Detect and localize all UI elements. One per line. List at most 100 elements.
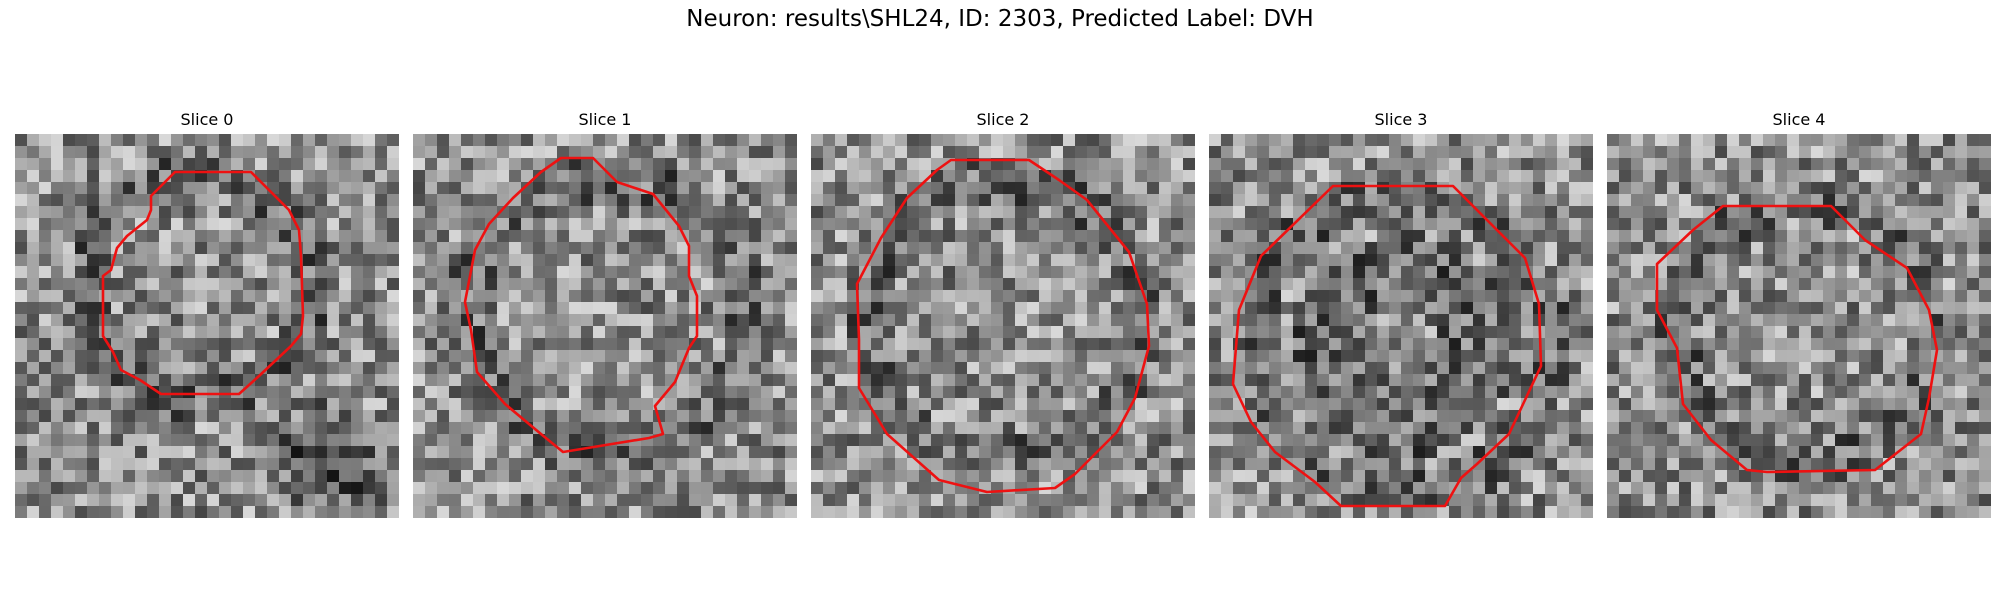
pixel [749,278,762,291]
pixel [1015,266,1028,279]
pixel [1943,362,1956,375]
pixel [243,422,256,435]
pixel [75,230,88,243]
pixel [315,278,328,291]
pixel [1075,158,1088,171]
pixel [653,134,666,147]
pixel [27,290,40,303]
pixel [413,302,426,315]
pixel [1509,302,1522,315]
pixel [1015,146,1028,159]
pixel [413,410,426,423]
pixel [1715,182,1728,195]
pixel [533,374,546,387]
pixel [291,170,304,183]
pixel [907,146,920,159]
pixel [497,146,510,159]
pixel [557,194,570,207]
pixel [521,338,534,351]
pixel [1643,410,1656,423]
pixel [1631,230,1644,243]
pixel [509,230,522,243]
pixel [1823,374,1836,387]
pixel [387,434,399,447]
pixel [327,158,340,171]
pixel [413,506,426,518]
pixel [1135,494,1148,507]
pixel [303,362,316,375]
pixel [1003,386,1016,399]
pixel [87,254,100,267]
pixel [749,314,762,327]
pixel [279,362,292,375]
pixel [1341,254,1354,267]
pixel [943,242,956,255]
pixel [1305,134,1318,147]
pixel [449,254,462,267]
pixel [1075,506,1088,518]
pixel [859,206,872,219]
pixel [207,242,220,255]
pixel [387,170,399,183]
pixel [1293,158,1306,171]
pixel [1763,350,1776,363]
pixel [1703,170,1716,183]
pixel [1835,146,1848,159]
pixel [701,134,714,147]
pixel [1135,458,1148,471]
pixel [1509,254,1522,267]
pixel [159,422,172,435]
pixel [1233,230,1246,243]
pixel [1257,374,1270,387]
pixel [1739,218,1752,231]
pixel [291,182,304,195]
pixel [533,182,546,195]
pixel [1245,182,1258,195]
pixel [51,170,64,183]
pixel [1305,266,1318,279]
pixel [1895,326,1908,339]
pixel [123,194,136,207]
pixel [811,242,824,255]
pixel [1667,410,1680,423]
pixel [991,170,1004,183]
pixel [1619,302,1632,315]
pixel [1159,170,1172,183]
pixel [243,494,256,507]
pixel [1051,158,1064,171]
pixel [1183,362,1195,375]
pixel [1775,302,1788,315]
pixel [1739,374,1752,387]
pixel [1703,410,1716,423]
pixel [749,326,762,339]
pixel [859,242,872,255]
grayscale-pixel-grid [15,134,399,518]
pixel [1775,278,1788,291]
pixel [1883,422,1896,435]
pixel [375,386,388,399]
pixel [1607,434,1620,447]
pixel [315,254,328,267]
pixel [859,278,872,291]
pixel [231,302,244,315]
pixel [255,146,268,159]
pixel [1799,134,1812,147]
pixel [123,266,136,279]
pixel [1667,446,1680,459]
pixel [15,374,28,387]
pixel [219,434,232,447]
pixel [1147,218,1160,231]
pixel [569,230,582,243]
pixel [1377,338,1390,351]
pixel [327,374,340,387]
pixel [1051,134,1064,147]
pixel [1607,218,1620,231]
pixel [1341,278,1354,291]
pixel [15,302,28,315]
pixel [111,194,124,207]
pixel [1269,338,1282,351]
pixel [1087,290,1100,303]
pixel [1305,482,1318,495]
pixel [243,158,256,171]
pixel [1401,170,1414,183]
